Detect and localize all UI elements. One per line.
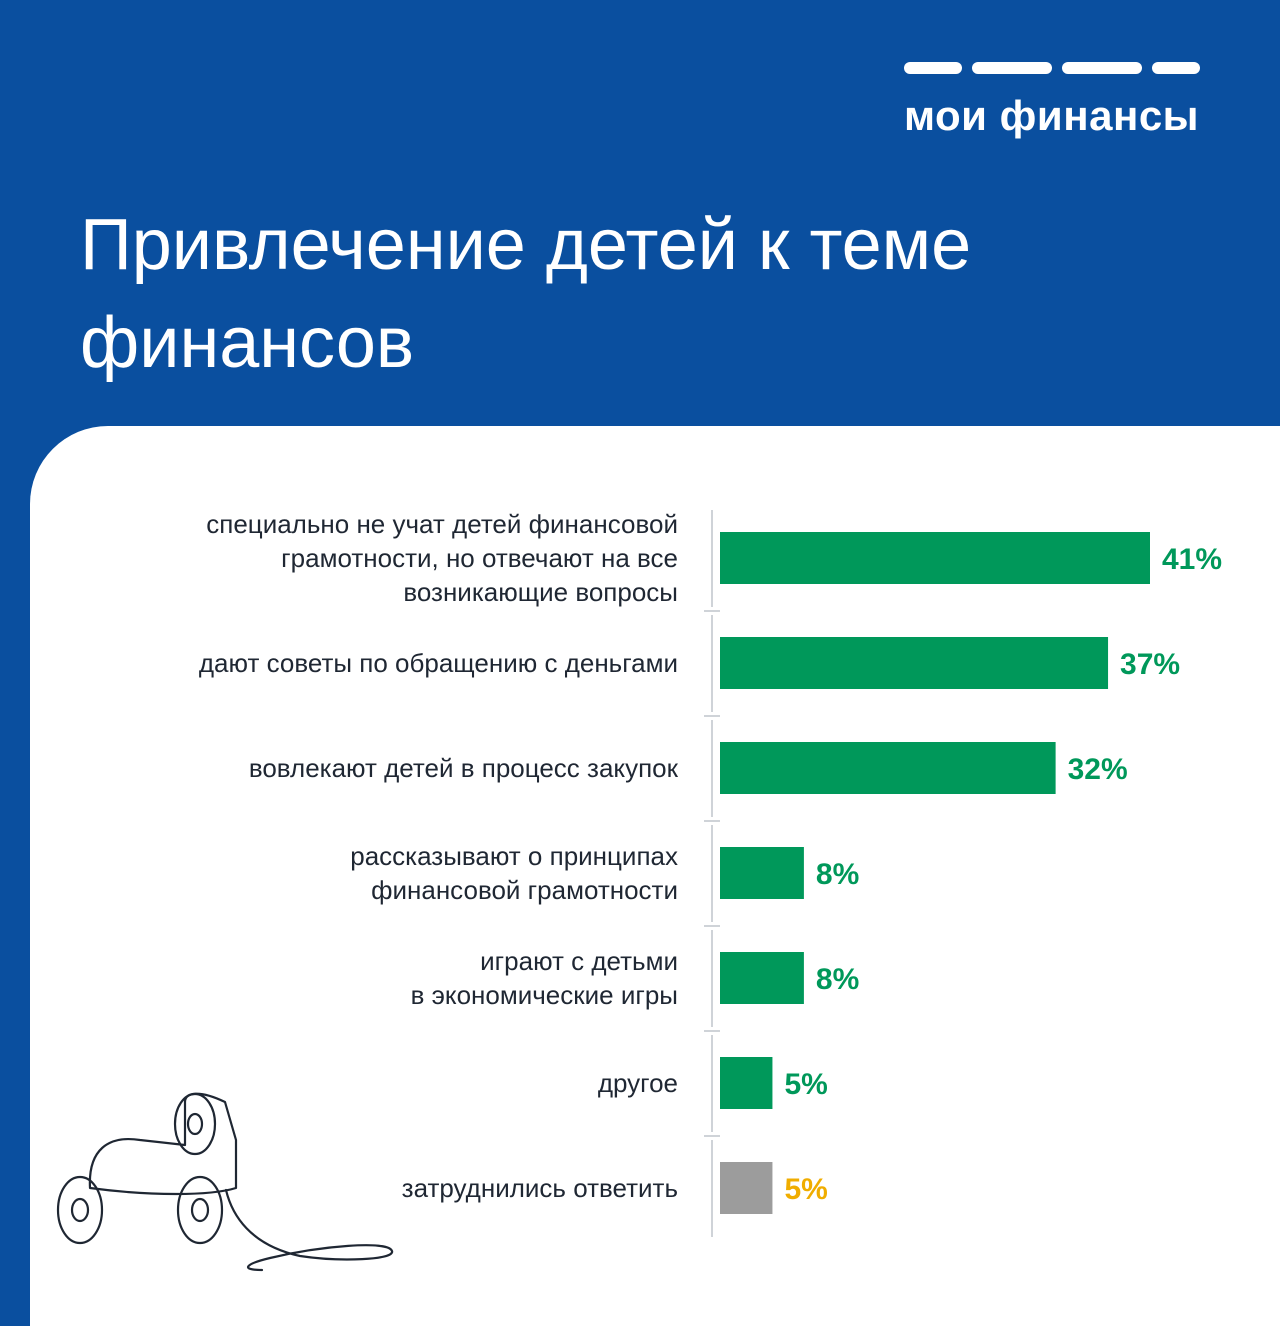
category-label-4: рассказывают о принципах финансовой грамо… xyxy=(350,841,678,905)
category-label-line: затруднились ответить xyxy=(402,1173,678,1203)
category-label-line: играют с детьми xyxy=(480,946,678,976)
value-label-7: 5% xyxy=(784,1173,827,1206)
value-label-6: 5% xyxy=(784,1068,827,1101)
category-label-line: в экономические игры xyxy=(411,980,678,1010)
logo-text: мои финансы xyxy=(904,92,1200,139)
title-line-1: Привлечение детей к теме xyxy=(80,205,972,285)
category-label-3: вовлекают детей в процесс закупок xyxy=(249,753,679,783)
category-label-6: другое xyxy=(598,1068,678,1098)
category-label-line: другое xyxy=(598,1068,678,1098)
category-label-line: дают советы по обращению с деньгами xyxy=(199,648,678,678)
page-title: Привлечение детей к теме финансов xyxy=(80,196,1180,392)
category-label-2: дают советы по обращению с деньгами xyxy=(199,648,678,678)
bar-2 xyxy=(720,637,1109,689)
value-label-4: 8% xyxy=(816,858,859,891)
axis-line xyxy=(704,510,720,1237)
category-label-line: вовлекают детей в процесс закупок xyxy=(249,753,679,783)
category-label-line: грамотности, но отвечают на все xyxy=(281,543,678,573)
bar-6 xyxy=(720,1057,773,1109)
bar-1 xyxy=(720,532,1150,584)
toy-telephone-illustration xyxy=(56,1092,394,1272)
value-label-1: 41% xyxy=(1162,543,1222,576)
value-label-5: 8% xyxy=(816,963,859,996)
logo-stripe xyxy=(904,62,1200,74)
title-line-2: финансов xyxy=(80,303,415,383)
category-label-1: специально не учат детей финансовой грамо… xyxy=(206,509,678,607)
value-label-3: 32% xyxy=(1068,753,1128,786)
category-label-line: специально не учат детей финансовой xyxy=(206,509,678,539)
value-label-2: 37% xyxy=(1120,648,1180,681)
category-label-line: финансовой грамотности xyxy=(371,875,678,905)
brand-logo: мои финансы xyxy=(904,62,1200,138)
category-label-line: рассказывают о принципах xyxy=(350,841,678,871)
category-label-5: играют с детьми в экономические игры xyxy=(411,946,678,1010)
category-label-7: затруднились ответить xyxy=(402,1173,678,1203)
bar-5 xyxy=(720,952,804,1004)
bar-7 xyxy=(720,1162,773,1214)
bar-3 xyxy=(720,742,1056,794)
bar-chart: 41% специально не учат детей финансовой гр… xyxy=(56,509,1222,1272)
bar-4 xyxy=(720,847,804,899)
category-label-line: возникающие вопросы xyxy=(403,577,678,607)
